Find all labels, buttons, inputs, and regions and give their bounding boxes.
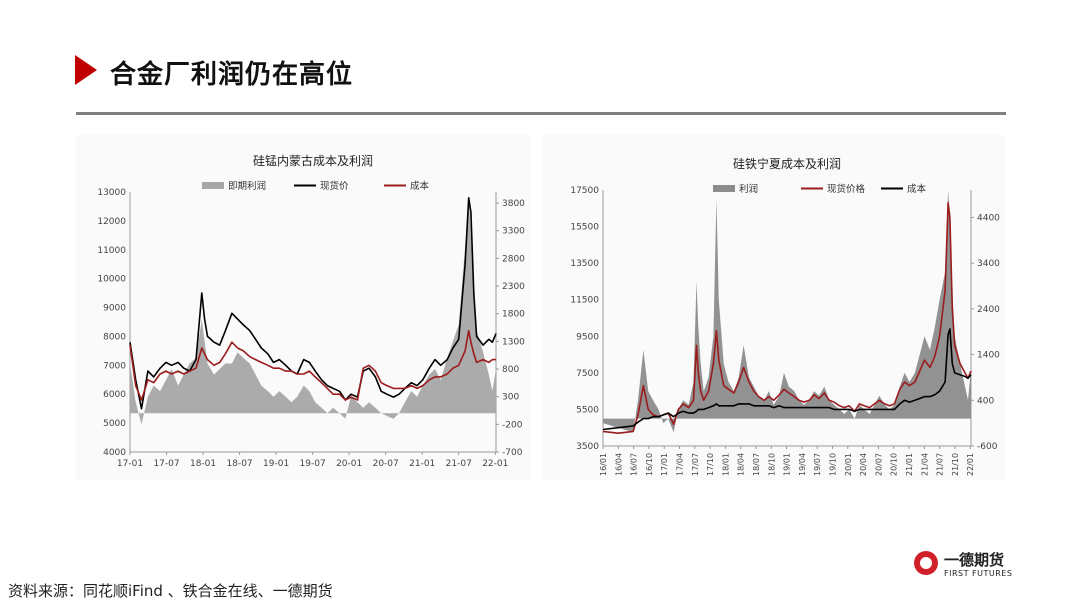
title-divider [76,112,1006,115]
y-tick-right: 2300 [502,282,525,292]
y-tick-left: 6000 [103,390,126,400]
y-tick-left: 12000 [97,217,126,227]
series-line-现货价格 [602,202,972,434]
series-line-成本 [602,328,972,431]
legend-label: 利润 [739,183,758,195]
y-tick-right: 1400 [977,351,1000,361]
logo-icon [914,551,938,575]
y-tick-left: 7000 [103,361,126,371]
x-tick-label: 16/01 [599,453,608,476]
y-tick-left: 13000 [97,188,126,198]
y-tick-left: 5500 [576,405,599,415]
y-tick-left: 13500 [570,259,599,269]
x-tick-label: 18-07 [227,459,253,469]
chart-fesi-ningxia: 硅铁宁夏成本及利润 3500 5500 7500 9500 11500 13500 15500… [570,156,1000,476]
logo-name-en: FIRST FUTURES [944,569,1013,578]
y-tick-left: 4000 [103,448,126,458]
x-tick-label: 21/01 [905,453,914,476]
y-tick-right: 800 [502,365,519,375]
y-tick-right: 300 [502,393,519,403]
x-tick-label: 17-01 [117,459,143,469]
x-tick-label: 18/04 [737,453,746,476]
legend-label: 现货价 [320,180,349,192]
x-tick-label: 17/04 [676,453,685,476]
chart-title: 硅铁宁夏成本及利润 [733,156,841,171]
legend-label: 即期利润 [228,180,266,192]
y-tick-left: 9000 [103,304,126,314]
y-tick-left: 15500 [570,223,599,233]
series-line-现货价 [129,197,497,410]
x-tick-label: 20/10 [890,453,899,476]
x-tick-label: 19-01 [263,459,289,469]
x-tick-label: 20/04 [859,453,868,476]
y-tick-left: 9500 [576,332,599,342]
y-tick-left: 11000 [97,246,126,256]
y-tick-left: 8000 [103,332,126,342]
y-tick-left: 11500 [570,296,599,306]
legend-label: 现货价格 [827,183,866,195]
x-tick-label: 19-07 [300,459,326,469]
x-tick-label: 21/07 [936,453,945,476]
x-tick-label: 16/07 [630,453,639,476]
y-tick-right: 3300 [502,227,525,237]
x-tick-label: 18/10 [767,453,776,476]
y-tick-right: -200 [502,420,523,430]
series-area-利润 [603,190,971,433]
x-tick-label: 21/04 [920,453,929,476]
y-tick-right: -700 [502,448,523,458]
x-tick-label: 21-07 [446,459,472,469]
y-tick-right: -600 [977,442,998,452]
y-tick-right: 3400 [977,259,1000,269]
x-tick-label: 17/10 [706,453,715,476]
legend-label: 成本 [907,183,927,195]
y-tick-left: 5000 [103,419,126,429]
x-tick-label: 18-01 [190,459,216,469]
y-tick-right: 1300 [502,337,525,347]
x-tick-label: 18/01 [721,453,730,476]
page-title: 合金厂利润仍在高位 [110,60,354,90]
x-tick-label: 19/07 [813,453,822,476]
chart-title: 硅锰内蒙古成本及利润 [253,153,373,168]
y-tick-right: 400 [977,396,994,406]
x-tick-label: 19/01 [783,453,792,476]
x-tick-label: 17-07 [153,459,179,469]
x-tick-label: 16/10 [645,453,654,476]
x-tick-label: 19/10 [829,453,838,476]
company-logo: 一德期货 FIRST FUTURES [914,549,1013,581]
y-tick-left: 10000 [97,275,126,285]
y-tick-right: 4400 [977,213,1000,223]
x-tick-label: 22/01 [966,453,975,476]
y-tick-left: 17500 [570,186,599,196]
chart-simn-inner-mongolia: 硅锰内蒙古成本及利润 4000 5000 6000 7000 8000 9000 10000 1… [97,153,525,469]
x-tick-label: 20/01 [844,453,853,476]
legend-swatch [713,185,735,192]
x-tick-label: 20-07 [373,459,399,469]
x-tick-label: 22-01 [482,459,508,469]
y-tick-right: 3800 [502,199,525,209]
x-tick-label: 20-01 [336,459,362,469]
y-tick-right: 1800 [502,310,525,320]
y-tick-left: 3500 [576,442,599,452]
x-tick-label: 16/04 [614,453,623,476]
series-line-成本 [129,329,496,401]
title-marker [75,55,97,85]
y-tick-right: 2400 [977,305,1000,315]
x-tick-label: 21-01 [409,459,435,469]
logo-name-cn: 一德期货 [944,551,1005,569]
x-tick-label: 17/07 [691,453,700,476]
legend-swatch [202,182,224,189]
x-tick-label: 19/04 [798,453,807,476]
y-tick-left: 7500 [576,369,599,379]
source-note: 资料来源：同花顺iFind 、铁合金在线、一德期货 [8,582,333,600]
legend-label: 成本 [410,180,430,192]
y-tick-right: 2800 [502,254,525,264]
x-tick-label: 17/01 [660,453,669,476]
x-tick-label: 18/07 [752,453,761,476]
series-area-即期利润 [130,197,496,425]
x-tick-label: 21/10 [951,453,960,476]
x-tick-label: 20/07 [874,453,883,476]
chart-panel-left [76,135,531,480]
